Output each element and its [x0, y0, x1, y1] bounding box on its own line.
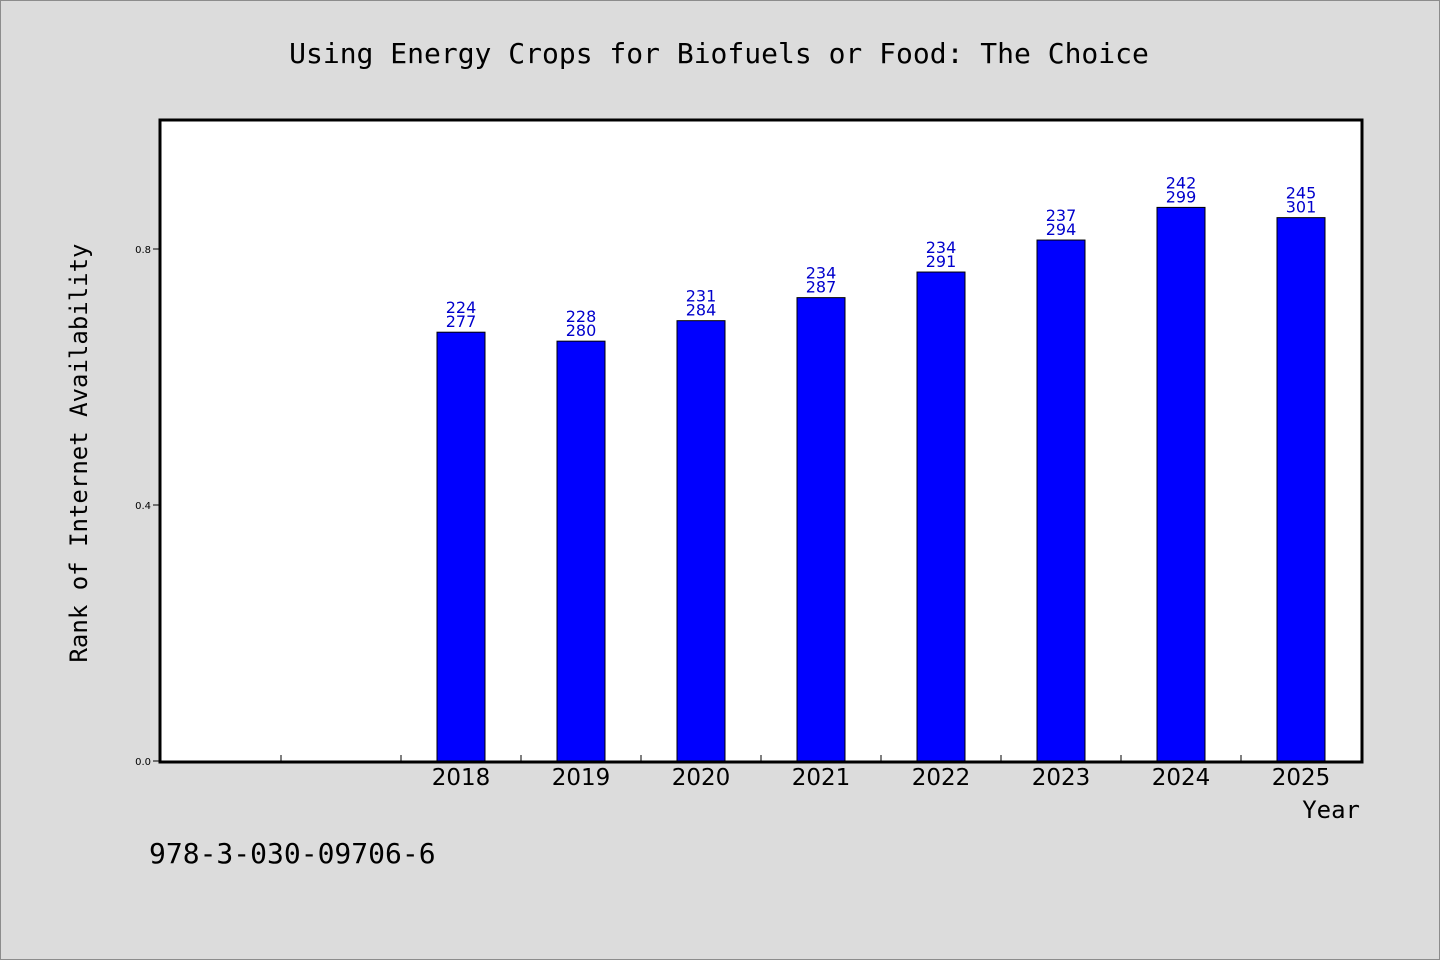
data-label-bottom-2023: 294 — [1046, 220, 1077, 239]
x-tick-label-2023: 2023 — [1032, 765, 1091, 791]
bar-2023 — [1036, 239, 1086, 762]
bar-2019 — [556, 340, 606, 762]
x-tick-label-2018: 2018 — [432, 765, 491, 791]
data-label-bottom-2021: 287 — [806, 278, 837, 297]
data-label-bottom-2020: 284 — [686, 301, 717, 320]
data-label-bottom-2018: 277 — [446, 312, 477, 331]
data-label-top-2021: 234 — [806, 264, 837, 283]
data-label-bottom-2022: 291 — [926, 252, 957, 271]
data-label-top-2022: 234 — [926, 238, 957, 257]
data-label-bottom-2025: 301 — [1286, 198, 1317, 217]
y-tick-label-0.0: 0.0 — [135, 757, 151, 768]
y-tick-label-0.8: 0.8 — [135, 245, 151, 256]
bar-2021 — [796, 297, 846, 762]
chart-title: Using Energy Crops for Biofuels or Food:… — [289, 37, 1149, 70]
y-axis-label: Rank of Internet Availability — [65, 243, 93, 662]
data-label-top-2020: 231 — [686, 287, 717, 306]
bar-2024 — [1156, 206, 1206, 762]
x-tick-label-2024: 2024 — [1152, 765, 1211, 791]
y-tick-label-0.4: 0.4 — [135, 501, 151, 512]
bar-2018 — [436, 331, 486, 762]
bar-2025 — [1276, 217, 1326, 762]
data-label-top-2018: 224 — [446, 298, 477, 317]
x-tick-label-2021: 2021 — [792, 765, 851, 791]
y-axis-ticks: 0.0 0.4 0.8 — [135, 245, 161, 768]
x-tick-label-2022: 2022 — [912, 765, 971, 791]
data-label-top-2019: 228 — [566, 307, 597, 326]
bars-group — [436, 206, 1326, 762]
footer-code: 978-3-030-09706-6 — [149, 837, 436, 870]
x-tick-label-2020: 2020 — [672, 765, 731, 791]
x-axis-label: Year — [1302, 796, 1360, 824]
data-label-top-2025: 245 — [1286, 184, 1317, 203]
bar-2020 — [676, 320, 726, 762]
bar-2022 — [916, 271, 966, 762]
x-tick-label-2025: 2025 — [1272, 765, 1331, 791]
data-label-bottom-2019: 280 — [566, 321, 597, 340]
data-label-bottom-2024: 299 — [1166, 187, 1197, 206]
x-tick-label-2019: 2019 — [552, 765, 611, 791]
data-label-top-2023: 237 — [1046, 206, 1077, 225]
x-axis-ticks: 2018 2019 2020 2021 2022 2023 2024 2025 — [280, 755, 1331, 791]
data-label-top-2024: 242 — [1166, 173, 1197, 192]
